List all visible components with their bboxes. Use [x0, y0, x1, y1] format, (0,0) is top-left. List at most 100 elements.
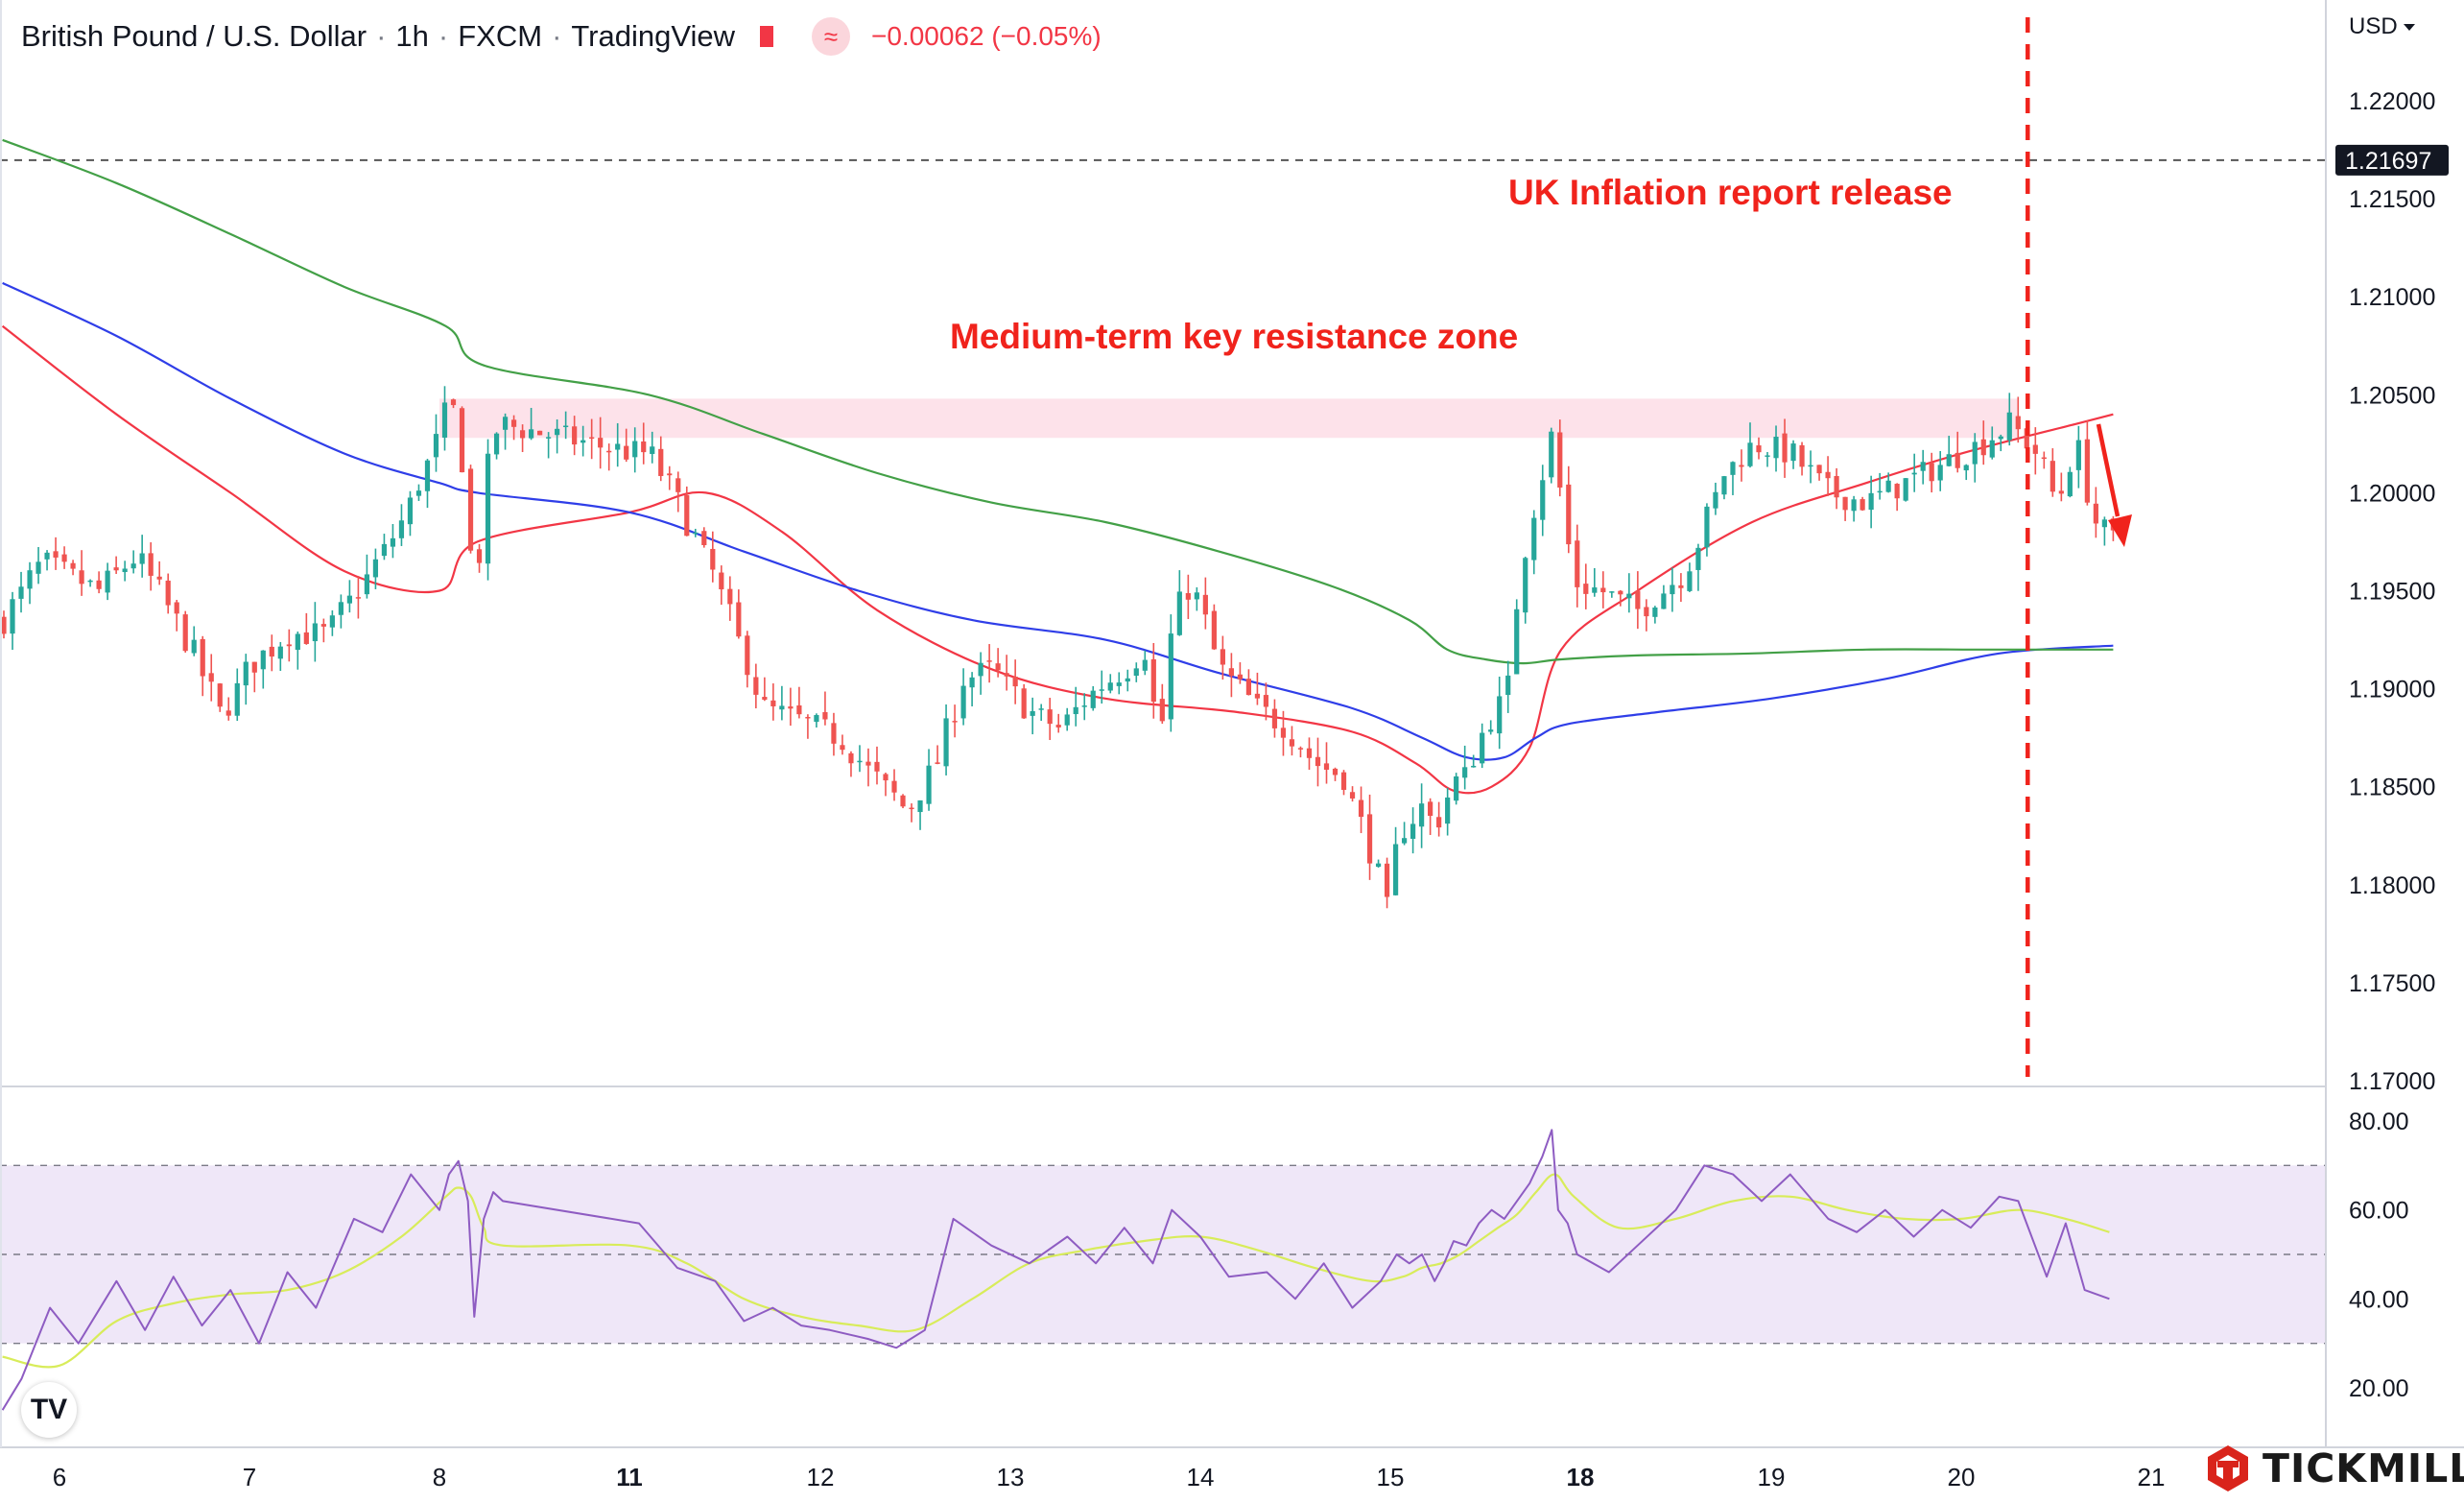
rsi-layer [1, 1129, 2110, 1411]
currency-selector[interactable]: USD [2349, 13, 2415, 40]
candle [1929, 452, 1934, 493]
candle [1868, 475, 1874, 529]
candle [1332, 767, 1339, 781]
resistance-zone [439, 398, 2019, 439]
candle [53, 537, 59, 570]
candle [139, 535, 145, 578]
candle [61, 546, 67, 569]
candle-body [1937, 465, 1943, 481]
candle-body [510, 419, 517, 427]
candle [1695, 543, 1701, 591]
candle [303, 612, 309, 645]
candle-body [624, 445, 629, 460]
candle [450, 398, 457, 409]
candle-body [2041, 457, 2047, 460]
candle [1030, 697, 1035, 735]
candle [346, 580, 352, 613]
candle [935, 745, 940, 765]
sma-line [2, 281, 2114, 761]
candle [641, 422, 647, 465]
candle-body [27, 570, 33, 589]
candle [589, 418, 595, 460]
rsi-tick-label: 60.00 [2349, 1198, 2409, 1225]
candle-body [53, 551, 59, 558]
candle [156, 561, 162, 585]
candle [1834, 467, 1839, 510]
symbol-name[interactable]: British Pound / U.S. Dollar [21, 19, 367, 53]
candle-body [1090, 690, 1096, 708]
time-tick-label: 18 [1567, 1463, 1595, 1491]
candle [1064, 707, 1070, 731]
candle-body [840, 745, 845, 751]
candle-body [943, 718, 949, 767]
frame-layer [0, 0, 2464, 1448]
candle-body [372, 559, 379, 578]
candle [260, 650, 266, 689]
candle-body [1038, 708, 1044, 710]
candle [1401, 822, 1408, 846]
candle-body [1220, 649, 1225, 665]
price-line-label-box[interactable] [2335, 144, 2449, 176]
price-tick-label: 1.21500 [2349, 186, 2435, 213]
candle-body [1929, 463, 1934, 482]
candle-body [736, 602, 742, 637]
candle-body [208, 673, 214, 682]
candle [1194, 586, 1199, 611]
candle-body [36, 561, 41, 574]
candle-body [978, 662, 983, 677]
candle [44, 550, 50, 571]
candle-body [615, 443, 621, 450]
candle-body [632, 441, 638, 458]
interval-label[interactable]: 1h [395, 19, 429, 53]
candle [909, 803, 914, 823]
candle-body [1030, 710, 1035, 716]
candle-body [459, 408, 465, 473]
candle [1038, 704, 1044, 722]
candle [1055, 713, 1061, 733]
candle [1176, 570, 1182, 636]
candle [1245, 669, 1252, 696]
candle [1661, 584, 1667, 609]
flag-icon[interactable] [759, 26, 785, 47]
candle [840, 734, 845, 755]
candle [865, 748, 871, 787]
candle [710, 531, 716, 583]
candle-body [572, 426, 578, 445]
candle [969, 672, 975, 707]
candle [1790, 440, 1796, 469]
candle-body [329, 615, 335, 628]
candle [745, 631, 750, 688]
candle [459, 406, 465, 473]
candle-body [926, 765, 932, 804]
candle [251, 661, 257, 693]
candle-body [1116, 682, 1122, 686]
candle [874, 746, 880, 785]
candle-body [969, 677, 975, 688]
approx-wave-icon[interactable]: ≈ [811, 17, 850, 56]
price-line-label: 1.21697 [2345, 148, 2431, 175]
candle-body [390, 537, 396, 547]
candle [615, 423, 621, 467]
rsi-band-layer [0, 1164, 2326, 1345]
candle [1549, 427, 1554, 484]
candle [122, 561, 128, 582]
candle-body [148, 553, 154, 576]
candle [900, 794, 906, 809]
candle [485, 439, 491, 581]
candle [1721, 475, 1727, 500]
candle-body [1713, 491, 1718, 509]
candle-body [2084, 439, 2090, 503]
price-tick-label: 1.17500 [2349, 970, 2435, 997]
candle-body [2067, 471, 2073, 497]
candle [493, 432, 500, 460]
candle-body [217, 683, 223, 707]
price-change: −0.00062 (−0.05%) [870, 21, 1102, 51]
candle-body [1271, 708, 1278, 728]
time-tick-label: 21 [2138, 1463, 2166, 1491]
candle [165, 573, 171, 614]
candle-body [174, 602, 179, 614]
candle-body [1549, 431, 1554, 478]
candle-body [502, 417, 509, 430]
candle [1842, 496, 1848, 521]
